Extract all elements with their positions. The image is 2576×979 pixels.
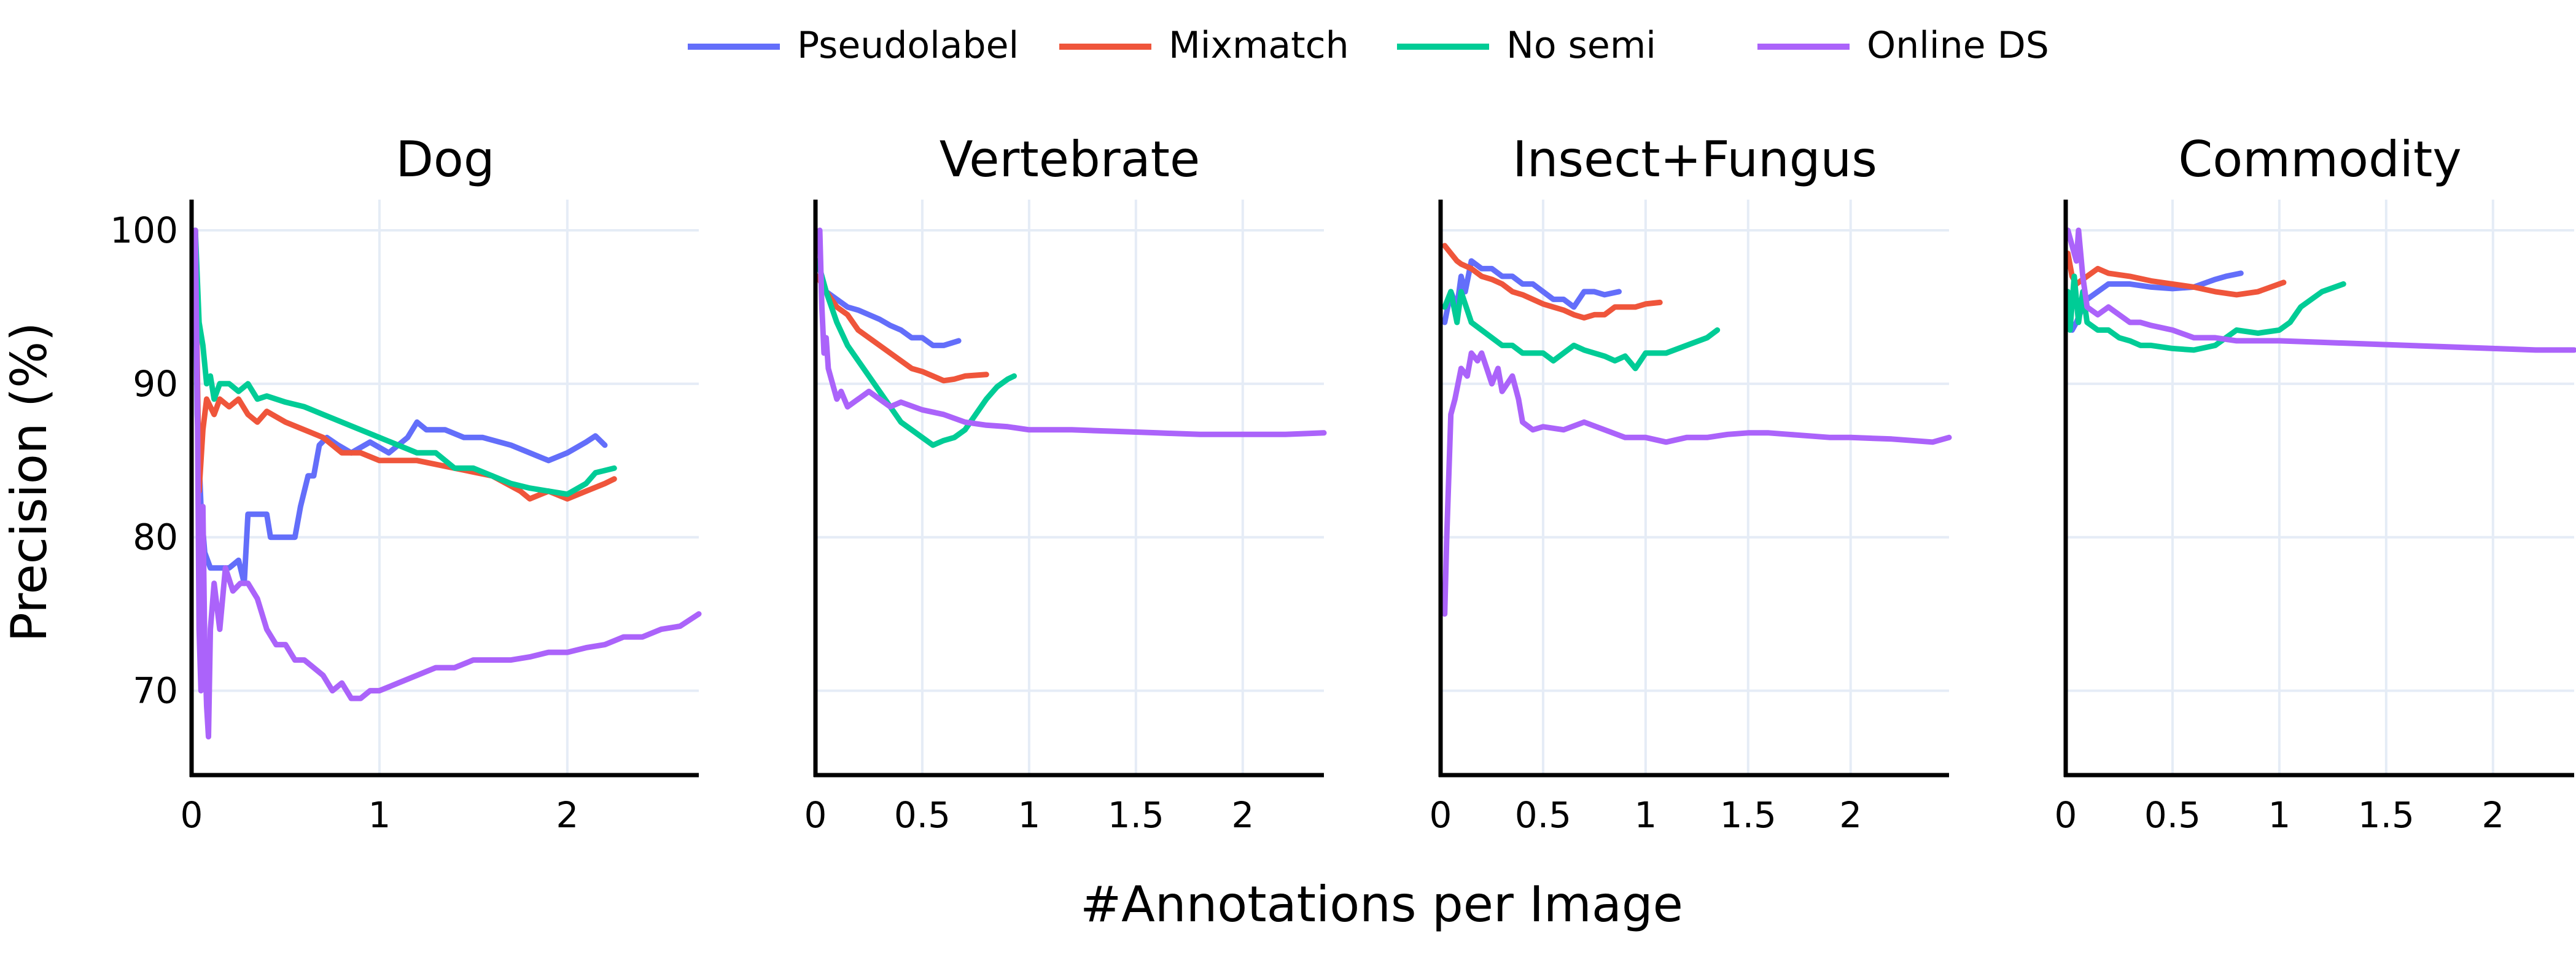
series-line-online-ds <box>192 227 702 739</box>
x-tick-label: 2 <box>556 794 578 836</box>
x-axis-label: #Annotations per Image <box>1080 876 1683 933</box>
legend-label: Online DS <box>1867 24 2049 67</box>
x-tick-label: 0 <box>804 794 827 836</box>
subplots: 0 1 2 70 80 90 100 Dog 0 0.5 1 1.5 2 Vertebrate 0 0.5 1 1… <box>110 131 2576 836</box>
x-tick-label: 0 <box>181 794 203 836</box>
series-line-online-ds <box>817 227 1327 437</box>
y-tick-label: 70 <box>133 670 178 712</box>
legend: Pseudolabel Mixmatch No semi Online DS <box>688 24 2049 67</box>
legend-label: Mixmatch <box>1169 24 1349 67</box>
subplot-title: Dog <box>395 131 494 188</box>
legend-item-mixmatch[interactable]: Mixmatch <box>1059 24 1349 67</box>
series-line-online-ds <box>1442 350 1952 617</box>
series-line-pseudolabel <box>815 258 962 348</box>
x-tick-label: 1 <box>2268 794 2290 836</box>
x-tick-label: 2 <box>2481 794 2504 836</box>
x-tick-label: 1 <box>1018 794 1040 836</box>
x-tick-label: 1.5 <box>1108 794 1164 836</box>
x-tick-label: 0.5 <box>894 794 951 836</box>
x-tick-label: 1.5 <box>1720 794 1776 836</box>
series-line-mixmatch <box>1442 243 1663 321</box>
series-line-no-semi <box>815 258 1017 448</box>
subplot-title: Vertebrate <box>940 131 1200 188</box>
x-tick-label: 0.5 <box>2144 794 2201 836</box>
y-axis-label: Precision (%) <box>1 322 58 642</box>
series-line-online-ds <box>2065 227 2576 353</box>
subplot-title: Insect+Fungus <box>1512 131 1877 188</box>
x-tick-label: 1 <box>368 794 391 836</box>
series-line-no-semi <box>192 227 617 497</box>
x-tick-label: 2 <box>1231 794 1254 836</box>
legend-item-online-ds[interactable]: Online DS <box>1757 24 2049 67</box>
legend-item-no-semi[interactable]: No semi <box>1397 24 1656 67</box>
series-line-no-semi <box>2065 273 2346 353</box>
y-tick-label: 80 <box>133 517 178 558</box>
legend-item-pseudolabel[interactable]: Pseudolabel <box>688 24 1019 67</box>
x-tick-label: 1 <box>1634 794 1657 836</box>
legend-label: No semi <box>1506 24 1656 67</box>
subplot-dog: 0 1 2 70 80 90 100 Dog <box>110 131 702 836</box>
series-line-mixmatch <box>192 227 617 502</box>
y-tick-label: 100 <box>110 209 178 251</box>
subplot-title: Commodity <box>2178 131 2461 188</box>
series-line-no-semi <box>1442 289 1721 372</box>
series-line-pseudolabel <box>192 227 608 587</box>
subplot-commodity: 0 0.5 1 1.5 2 Commodity <box>2055 131 2576 836</box>
subplot-insect-fungus: 0 0.5 1 1.5 2 Insect+Fungus <box>1430 131 1952 836</box>
x-tick-label: 2 <box>1839 794 1862 836</box>
y-tick-label: 90 <box>133 363 178 405</box>
x-tick-label: 0 <box>2055 794 2077 836</box>
series-line-pseudolabel <box>1442 258 1622 326</box>
subplot-vertebrate: 0 0.5 1 1.5 2 Vertebrate <box>804 131 1327 836</box>
series-line-mixmatch <box>815 273 989 384</box>
legend-label: Pseudolabel <box>797 24 1019 67</box>
x-tick-label: 0 <box>1430 794 1452 836</box>
series-line-mixmatch <box>2065 251 2287 298</box>
x-tick-label: 0.5 <box>1515 794 1571 836</box>
x-tick-label: 1.5 <box>2358 794 2415 836</box>
